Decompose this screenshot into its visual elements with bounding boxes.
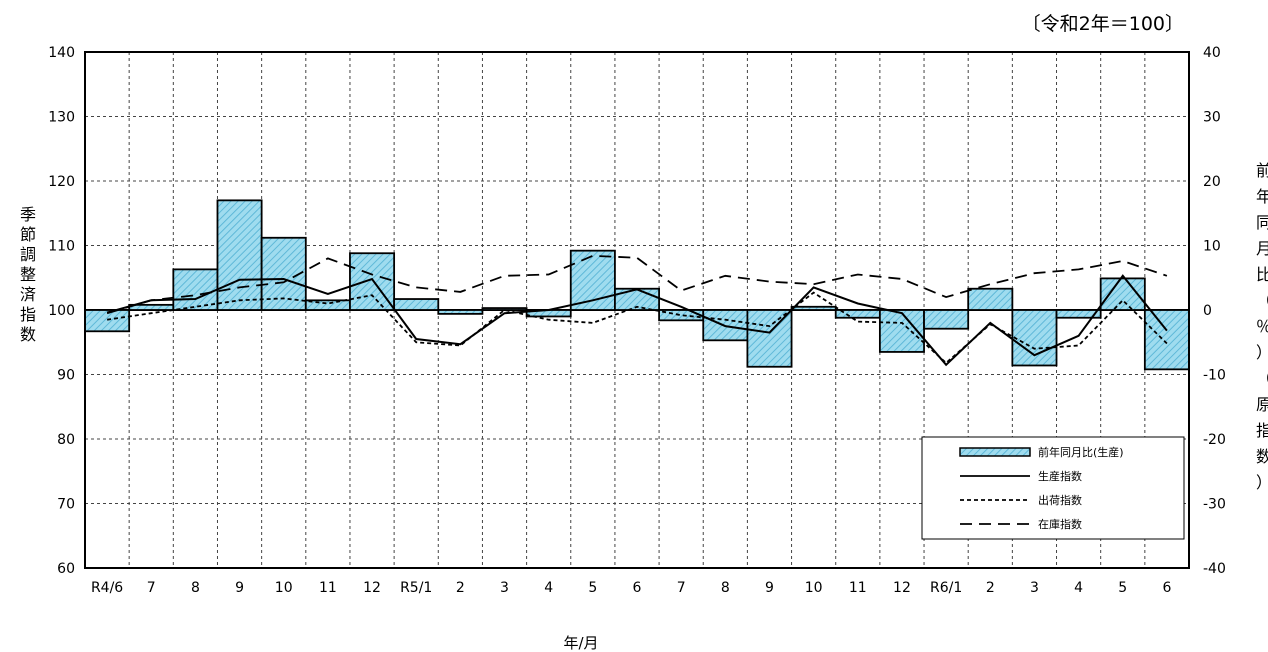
series-line [106, 291, 1168, 365]
bar [393, 298, 440, 311]
bar [1011, 309, 1058, 367]
y-tick-label-right: 10 [1203, 239, 1221, 255]
y-tick-label-right: 40 [1203, 45, 1221, 61]
x-tick-label: 8 [721, 580, 730, 596]
y-tick-label-left: 80 [57, 432, 75, 448]
x-tick-label: 10 [275, 580, 293, 596]
y-tick-label-left: 130 [48, 110, 75, 126]
x-tick-label: 4 [544, 580, 553, 596]
x-tick-label: 11 [319, 580, 337, 596]
bar-series [84, 199, 1190, 371]
y-tick-label-left: 90 [57, 368, 75, 384]
x-tick-label: 6 [1162, 580, 1171, 596]
x-tick-label: 9 [235, 580, 244, 596]
x-tick-label: 12 [363, 580, 381, 596]
y-axis-title-right: 前年同月比（％）（原指数） [1256, 161, 1268, 492]
x-tick-label: 2 [986, 580, 995, 596]
legend-label: 出荷指数 [1038, 493, 1082, 507]
bar [481, 307, 528, 311]
y-tick-label-left: 60 [57, 561, 75, 577]
x-tick-label: 12 [893, 580, 911, 596]
legend-label: 在庫指数 [1038, 517, 1082, 531]
x-tick-label: R6/1 [930, 580, 962, 596]
bar [437, 309, 484, 315]
y-tick-label-left: 110 [48, 239, 75, 255]
bar [746, 309, 793, 368]
x-tick-label: 7 [147, 580, 156, 596]
y-tick-label-right: -40 [1203, 561, 1226, 577]
y-tick-label-left: 100 [48, 303, 75, 319]
plot-frame [84, 51, 1190, 569]
x-tick-label: 7 [677, 580, 686, 596]
x-tick-label: 5 [588, 580, 597, 596]
x-tick-label: 4 [1074, 580, 1083, 596]
y-tick-label-left: 140 [48, 45, 75, 61]
x-tick-label: R4/6 [91, 580, 123, 596]
y-tick-label-left: 120 [48, 174, 75, 190]
x-tick-label: R5/1 [400, 580, 432, 596]
x-tick-label: 9 [765, 580, 774, 596]
x-tick-label: 11 [849, 580, 867, 596]
legend-label: 前年同月比(生産) [1038, 445, 1124, 459]
x-tick-label: 2 [456, 580, 465, 596]
bar [172, 268, 219, 311]
y-axis-title-left: 季節調整済指数 [20, 205, 36, 344]
line-series [106, 254, 1168, 367]
x-tick-label: 3 [1030, 580, 1039, 596]
y-tick-label-right: -20 [1203, 432, 1226, 448]
y-tick-label-left: 70 [57, 497, 75, 513]
bar [1143, 309, 1190, 371]
series-line [106, 254, 1168, 315]
bar [923, 309, 970, 330]
legend-label: 生産指数 [1038, 469, 1082, 483]
bar [84, 309, 131, 333]
x-tick-label: 3 [500, 580, 509, 596]
bar [790, 305, 837, 311]
x-tick-label: 6 [633, 580, 642, 596]
x-axis-title: 年/月 [563, 634, 598, 652]
y-tick-label-right: 30 [1203, 110, 1221, 126]
y-tick-label-right: 0 [1203, 303, 1212, 319]
bar [967, 287, 1014, 311]
x-tick-label: 8 [191, 580, 200, 596]
x-tick-label: 5 [1118, 580, 1127, 596]
x-tick-label: 10 [805, 580, 823, 596]
bar [1055, 309, 1102, 319]
unit-note: 〔令和2年＝100〕 [1022, 13, 1184, 35]
bar [216, 199, 263, 311]
series-line [106, 274, 1168, 367]
tick-labels: 140 40 130 30 120 20 110 10 100 0 90 -10 80 -20 70 -30 6… [48, 45, 1226, 596]
y-tick-label-right: 20 [1203, 174, 1221, 190]
y-tick-label-right: -10 [1203, 368, 1226, 384]
legend-swatch-bar [959, 447, 1031, 457]
y-tick-label-right: -30 [1203, 497, 1226, 513]
